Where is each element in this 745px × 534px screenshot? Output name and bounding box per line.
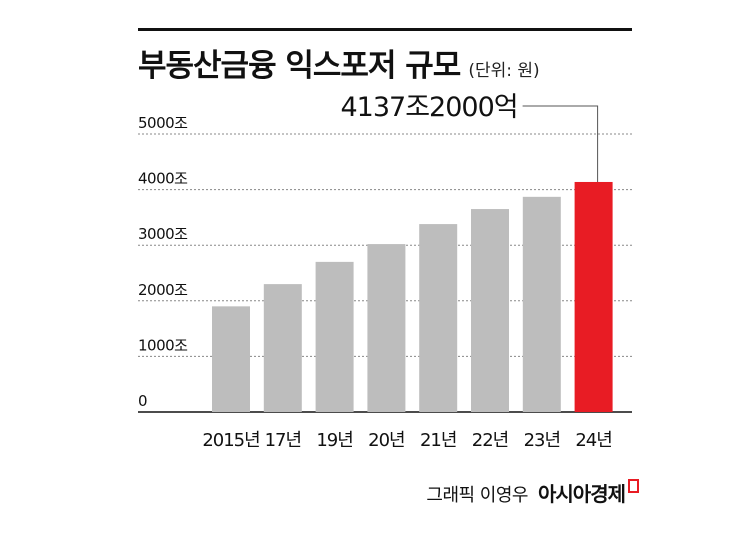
brand-mark-icon [628,479,639,493]
x-tick-label: 20년 [368,430,404,451]
top-rule [138,28,632,31]
x-tick-label: 24년 [575,430,611,451]
footer: 그래픽 이영우 아시아경제 [426,478,639,507]
y-tick-label: 5000조 [138,114,188,132]
bar [574,181,613,412]
y-tick-label: 3000조 [138,225,188,243]
x-tick-label: 22년 [472,430,508,451]
y-tick-label: 1000조 [138,336,188,354]
bar [522,196,561,412]
y-tick-label: 2000조 [138,281,188,299]
bar [419,224,458,412]
bar [263,284,302,412]
x-tick-label: 17년 [265,430,301,451]
bar [315,261,354,412]
x-tick-label: 23년 [524,430,560,451]
bar [367,244,406,412]
annotation-label: 4137조2000억 [340,92,517,123]
unit-label: (단위: 원) [468,61,540,81]
bar [471,209,509,412]
annotation-leader-line [522,105,599,182]
graphic-credit: 그래픽 이영우 [426,485,528,506]
y-tick-label: 4000조 [138,170,188,188]
chart-title-text: 부동산금융 익스포저 규모 [138,48,461,84]
x-tick-label: 21년 [420,430,456,451]
brand-logo: 아시아경제 [538,482,626,506]
x-tick-label: 2015년 [202,430,259,451]
bar [212,306,250,412]
chart-title: 부동산금융 익스포저 규모 (단위: 원) [138,40,540,85]
x-tick-label: 19년 [316,430,352,451]
y-tick-label: 0 [138,392,147,410]
